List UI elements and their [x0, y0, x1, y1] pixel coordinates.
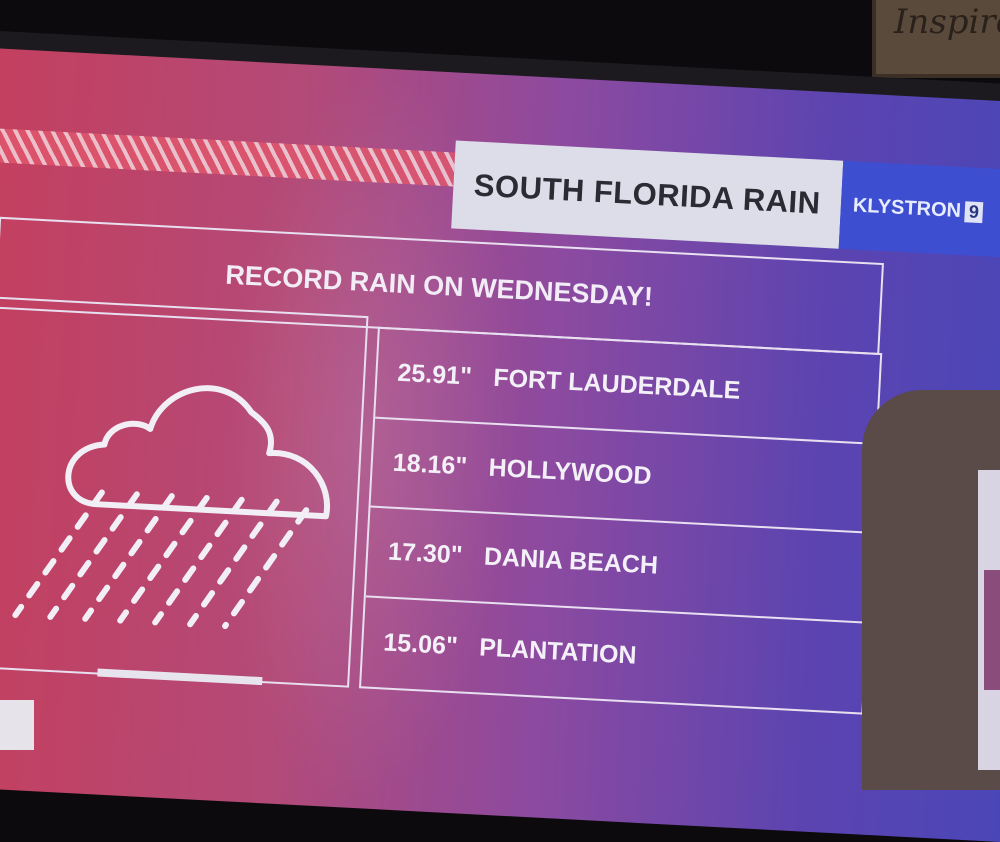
presenter-tie [984, 570, 1000, 690]
tv-screen: SOUTH FLORIDA RAIN KLYSTRON 9 RECORD RAI… [0, 48, 1000, 842]
location: FORT LAUDERDALE [492, 364, 742, 405]
icon-panel [0, 296, 369, 688]
location: DANIA BEACH [483, 542, 659, 580]
location: PLANTATION [478, 633, 638, 670]
rain-amount: 18.16" [392, 448, 468, 481]
rain-cloud-icon [12, 385, 331, 630]
headline: RECORD RAIN ON WEDNESDAY! [224, 259, 654, 312]
brand-number: 9 [964, 200, 984, 223]
rain-amount: 25.91" [396, 359, 473, 391]
presenter-silhouette [862, 390, 1000, 790]
rain-amount: 17.30" [387, 537, 464, 570]
location: HOLLYWOOD [487, 453, 653, 490]
rainfall-list: 25.91" FORT LAUDERDALE 18.16" HOLLYWOOD … [359, 326, 883, 715]
sign-text: Inspire [894, 2, 1000, 42]
rain-amount: 15.06" [382, 628, 459, 661]
station-brand: KLYSTRON 9 [838, 160, 1000, 260]
corner-object [0, 700, 34, 750]
inspire-sign: Inspire [872, 0, 1000, 78]
brand-name: KLYSTRON [852, 193, 962, 222]
